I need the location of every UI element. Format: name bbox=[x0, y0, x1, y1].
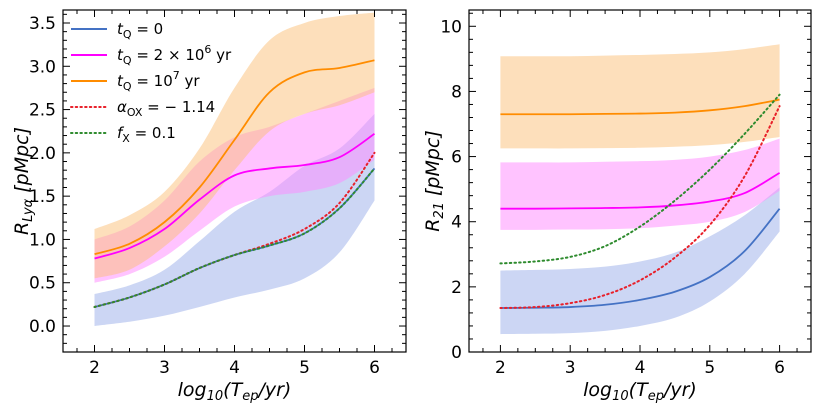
right-x-tick-label: 4 bbox=[635, 358, 646, 378]
right-fx-line bbox=[499, 93, 781, 265]
left-tq2e6-line bbox=[94, 133, 376, 260]
right-tq2e6-line bbox=[500, 172, 781, 210]
left-plot-frame bbox=[62, 9, 407, 353]
right-x-axis-label: log10(Tep/yr) bbox=[583, 379, 697, 404]
right-y-tick-label: 10 bbox=[440, 17, 462, 37]
legend-aox-label: αOX = − 1.14 bbox=[117, 98, 215, 119]
left-panel: 2 3 4 5 60.00.51.01.52.02.53.03.5 tQ = 0tQ =… bbox=[11, 9, 407, 404]
left-tq1e7-band bbox=[94, 12, 375, 279]
right-aox-line bbox=[499, 105, 781, 310]
left-ticks: 2 3 4 5 6 0.0 0.5 1.0 1.5 2.0 2.5 3.0 3.5 bbox=[29, 10, 406, 378]
left-y-tick-label: 2.0 bbox=[29, 144, 56, 164]
right-y-tick-label: 6 bbox=[451, 148, 462, 168]
right-panel: 2 3 4 5 6 0 2 4 6 8 10 log10(Tep/yr) R21 [pMpc] bbox=[422, 9, 812, 404]
right-x-tick-label: 6 bbox=[774, 358, 785, 378]
legend-tq2e6-label: tQ = 2 × 106 yr bbox=[117, 43, 232, 67]
legend-fx-label: fX = 0.1 bbox=[117, 124, 176, 145]
left-y-tick-label: 0.5 bbox=[29, 274, 56, 294]
right-tq0-line bbox=[500, 208, 781, 309]
legend-tq0-label: tQ = 0 bbox=[117, 20, 163, 41]
right-y-tick-label: 8 bbox=[451, 82, 462, 102]
left-x-tick-label: 3 bbox=[159, 358, 170, 378]
left-y-tick-label: 0.0 bbox=[29, 317, 56, 337]
left-fx-line bbox=[93, 167, 376, 308]
left-y-tick-label: 1.0 bbox=[29, 230, 56, 250]
right-ticks: 2 3 4 5 6 0 2 4 6 8 10 bbox=[440, 10, 811, 378]
left-y-tick-label: 2.5 bbox=[29, 101, 56, 121]
left-y-tick-label: 1.5 bbox=[29, 187, 56, 207]
left-x-tick-label: 6 bbox=[369, 358, 380, 378]
right-y-tick-label: 4 bbox=[451, 213, 462, 233]
left-x-axis-label: log10(Tep/yr) bbox=[178, 379, 292, 404]
right-x-tick-label: 3 bbox=[565, 358, 576, 378]
right-x-tick-label: 2 bbox=[495, 358, 506, 378]
right-plot-frame bbox=[468, 9, 812, 353]
right-x-tick-label: 5 bbox=[704, 358, 715, 378]
right-y-tick-label: 0 bbox=[451, 343, 462, 363]
left-tq1e7-line bbox=[94, 59, 375, 256]
right-y-tick-label: 2 bbox=[451, 278, 462, 298]
legend-tq1e7-label: tQ = 107 yr bbox=[117, 69, 200, 93]
left-x-tick-label: 5 bbox=[299, 358, 310, 378]
left-y-tick-label: 3.5 bbox=[29, 14, 56, 34]
right-tq0-band bbox=[500, 187, 780, 335]
left-y-axis-label: RLyα [pMpc] bbox=[11, 127, 36, 235]
left-bands bbox=[94, 12, 375, 327]
left-x-tick-label: 2 bbox=[89, 358, 100, 378]
right-bands bbox=[500, 44, 780, 335]
right-tq1e7-line bbox=[500, 98, 780, 116]
right-y-axis-label: R21 [pMpc] bbox=[422, 130, 447, 232]
right-tq2e6-band bbox=[500, 138, 780, 230]
left-x-tick-label: 4 bbox=[229, 358, 240, 378]
right-lines bbox=[499, 93, 781, 310]
left-y-tick-label: 3.0 bbox=[29, 57, 56, 77]
left-lines bbox=[93, 59, 376, 308]
right-tq1e7-band bbox=[500, 44, 780, 149]
